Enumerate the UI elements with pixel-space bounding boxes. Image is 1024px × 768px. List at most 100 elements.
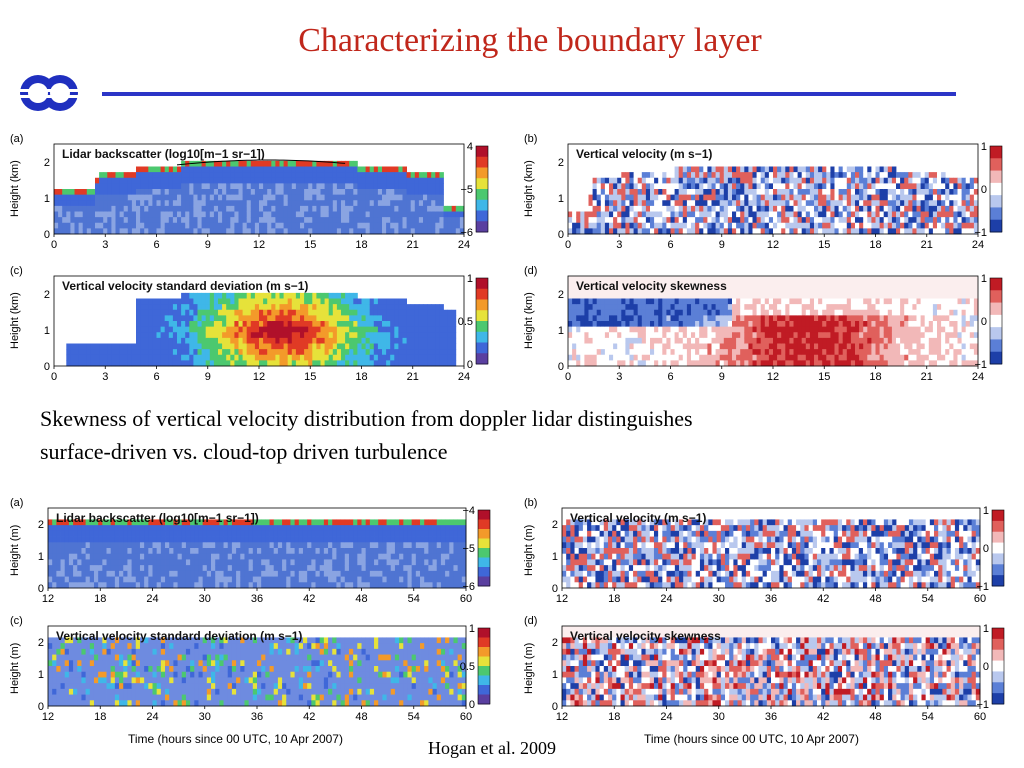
x-tick-label: 24 [660, 711, 672, 723]
top-panel-a: Lidar backscatter (log10[m−1 sr−1]) (a) He… [4, 132, 504, 260]
x-tick-label: 18 [94, 593, 106, 605]
y-axis-label: Height (m) [9, 643, 21, 694]
colorbar-tick-label: −1 [976, 581, 989, 593]
x-tick-label: 18 [94, 711, 106, 723]
x-tick-label: 36 [251, 593, 263, 605]
panel-tag: (a) [10, 497, 23, 509]
y-tick-label: 1 [38, 551, 44, 563]
x-tick-label: 18 [869, 239, 881, 251]
y-tick-label: 1 [44, 193, 50, 205]
y-axis-label: Height (km) [9, 292, 21, 349]
x-tick-label: 12 [767, 371, 779, 383]
panel-title: Vertical velocity (m s−1) [570, 511, 706, 525]
plot-svg: Lidar backscatter (log10[m−1 sr−1]) (a) He… [9, 497, 491, 605]
colorbar-tick-label: 0 [981, 316, 987, 328]
x-tick-label: 24 [972, 371, 984, 383]
colorbar-tick-label: 1 [981, 273, 987, 285]
slide-caption: Skewness of vertical velocity distributi… [40, 402, 1000, 468]
y-tick-label: 0 [44, 229, 50, 241]
y-tick-label: 0 [552, 701, 558, 713]
top-panel-c: Vertical velocity standard deviation (m … [4, 264, 504, 392]
x-tick-label: 54 [922, 711, 934, 723]
x-tick-label: 3 [102, 371, 108, 383]
x-tick-label: 12 [767, 239, 779, 251]
bottom-xlabel-right: Time (hours since 00 UTC, 10 Apr 2007) [644, 732, 859, 746]
panel-title: Lidar backscatter (log10[m−1 sr−1]) [56, 511, 259, 525]
colorbar-tick-label: 1 [469, 623, 475, 635]
x-tick-label: 24 [458, 239, 470, 251]
title-rule [102, 92, 956, 96]
y-axis-label: Height (km) [523, 160, 535, 217]
colorbar-tick-label: 0 [467, 359, 473, 371]
x-tick-label: 3 [616, 239, 622, 251]
x-tick-label: 48 [355, 711, 367, 723]
x-tick-label: 30 [713, 593, 725, 605]
x-tick-label: 0 [565, 371, 571, 383]
x-tick-label: 12 [253, 239, 265, 251]
panel-title: Lidar backscatter (log10[m−1 sr−1]) [62, 147, 265, 161]
plot-svg: Vertical velocity standard deviation (m … [9, 615, 491, 723]
x-tick-label: 18 [608, 711, 620, 723]
colorbar-tick-label: 0 [981, 184, 987, 196]
x-tick-label: 60 [974, 593, 986, 605]
x-tick-label: 15 [818, 371, 830, 383]
y-tick-label: 2 [558, 289, 564, 301]
colorbar-tick-label: 0 [983, 543, 989, 555]
bottom-panel-d: Vertical velocity skewness (d) Height (m) 0… [518, 614, 1018, 732]
x-tick-label: 15 [304, 371, 316, 383]
x-tick-label: 3 [102, 239, 108, 251]
panel-title: Vertical velocity standard deviation (m … [62, 279, 308, 293]
caption-line-2: surface-driven vs. cloud-top driven turb… [40, 439, 448, 464]
colorbar-tick-label: −1 [974, 359, 987, 371]
y-axis-label: Height (km) [523, 292, 535, 349]
colorbar-tick-label: 0.5 [458, 316, 473, 328]
panel-tag: (d) [524, 265, 537, 277]
colorbar-tick-label: −5 [462, 543, 475, 555]
x-tick-label: 21 [407, 371, 419, 383]
x-tick-label: 6 [153, 239, 159, 251]
panel-title: Vertical velocity skewness [570, 629, 721, 643]
panel-tag: (b) [524, 497, 537, 509]
colorbar-tick-label: 0 [469, 699, 475, 711]
x-tick-label: 9 [719, 371, 725, 383]
y-tick-label: 2 [558, 157, 564, 169]
y-axis-label: Height (m) [9, 525, 21, 576]
x-tick-label: 60 [460, 593, 472, 605]
colorbar-tick-label: 4 [467, 141, 473, 153]
colorbar-tick-label: −4 [462, 505, 475, 517]
panel-tag: (b) [524, 133, 537, 145]
top-panel-b: Vertical velocity (m s−1) (b) Height (km) 0… [518, 132, 1018, 260]
top-panel-d: Vertical velocity skewness (d) Height (km)… [518, 264, 1018, 392]
x-tick-label: 30 [713, 711, 725, 723]
x-tick-label: 6 [667, 239, 673, 251]
y-tick-label: 1 [552, 669, 558, 681]
x-tick-label: 42 [817, 593, 829, 605]
bottom-panel-c: Vertical velocity standard deviation (m … [4, 614, 504, 732]
x-tick-label: 12 [556, 593, 568, 605]
colorbar-tick-label: 1 [981, 141, 987, 153]
x-tick-label: 54 [922, 593, 934, 605]
x-tick-label: 36 [765, 593, 777, 605]
plot-svg: Lidar backscatter (log10[m−1 sr−1]) (a) He… [9, 133, 489, 251]
x-tick-label: 0 [51, 239, 57, 251]
y-tick-label: 2 [44, 157, 50, 169]
y-axis-label: Height (km) [9, 160, 21, 217]
panel-tag: (a) [10, 133, 23, 145]
y-tick-label: 2 [38, 637, 44, 649]
colorbar-tick-label: −1 [976, 699, 989, 711]
x-tick-label: 18 [869, 371, 881, 383]
x-tick-label: 24 [660, 593, 672, 605]
colorbar-tick-label: 0.5 [460, 661, 475, 673]
x-tick-label: 6 [153, 371, 159, 383]
x-tick-label: 15 [304, 239, 316, 251]
y-tick-label: 0 [558, 361, 564, 373]
colorbar-tick-label: −6 [460, 227, 473, 239]
x-tick-label: 9 [719, 239, 725, 251]
panel-title: Vertical velocity skewness [576, 279, 727, 293]
x-tick-label: 42 [817, 711, 829, 723]
x-tick-label: 21 [407, 239, 419, 251]
x-tick-label: 12 [42, 711, 54, 723]
citation: Hogan et al. 2009 [428, 738, 556, 758]
panel-tag: (d) [524, 615, 537, 627]
colorbar-tick-label: 1 [467, 273, 473, 285]
